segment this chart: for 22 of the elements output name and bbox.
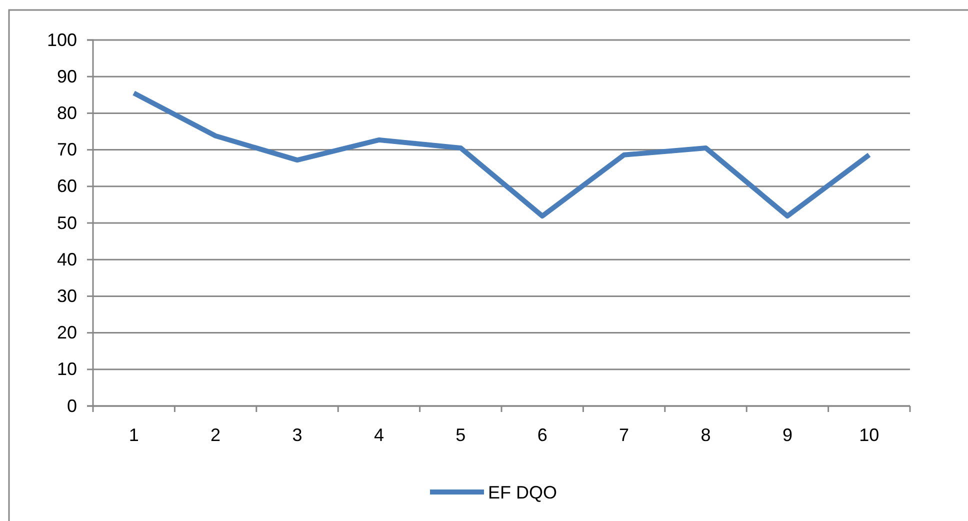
y-tick-label: 100 (46, 30, 77, 50)
x-tick-label: 2 (210, 424, 221, 445)
y-tick-label: 50 (56, 212, 77, 233)
y-tick-label: 60 (56, 176, 77, 196)
x-tick-label: 1 (128, 424, 139, 445)
x-tick-label: 8 (700, 424, 711, 445)
x-tick-label: 3 (292, 424, 302, 445)
legend-label: EF DQO (488, 482, 558, 502)
y-tick-label: 40 (56, 249, 77, 270)
x-tick-label: 4 (374, 424, 384, 445)
x-tick-label: 7 (619, 424, 630, 445)
x-tick-label: 9 (782, 424, 792, 445)
y-tick-label: 80 (56, 102, 77, 123)
x-tick-label: 5 (456, 424, 466, 445)
y-tick-label: 0 (66, 396, 77, 416)
y-tick-label: 20 (56, 322, 77, 343)
x-tick-label: 10 (859, 424, 880, 445)
y-tick-label: 10 (56, 359, 77, 380)
x-tick-label: 6 (537, 424, 548, 445)
y-tick-label: 30 (56, 286, 77, 306)
y-tick-label: 70 (56, 140, 77, 160)
y-tick-label: 90 (56, 66, 77, 86)
